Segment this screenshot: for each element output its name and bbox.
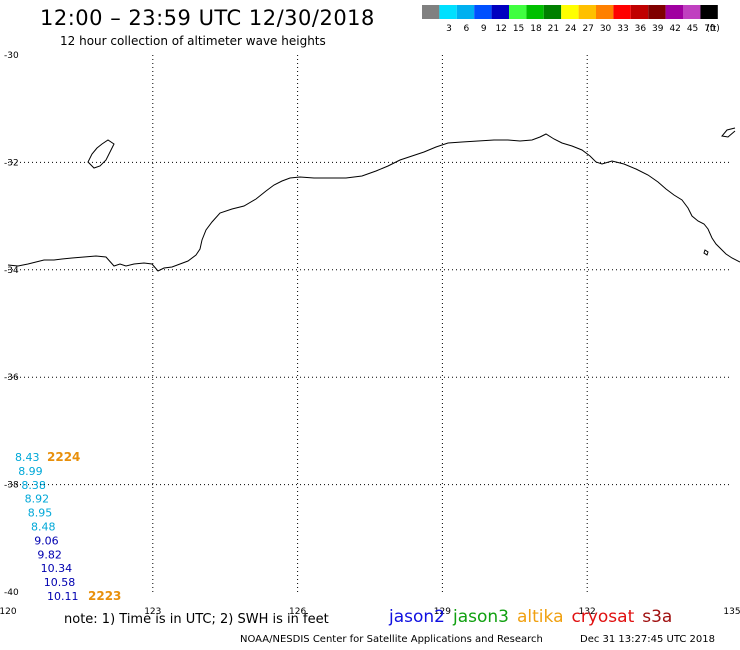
colorbar-label: 27 [582,24,593,34]
colorbar-label: 39 [652,24,664,34]
lat-tick-label: -36 [4,373,19,383]
colorbar-swatch [543,5,562,19]
footnote: note: 1) Time is in UTC; 2) SWH is in fe… [64,612,329,627]
wave-height-label: 9.06 [34,534,59,547]
wave-observations: 8.438.998.388.928.958.489.069.8210.3410.… [15,451,79,603]
colorbar-label: 42 [669,24,680,34]
legend-jason3: jason3 [453,607,509,627]
colorbar-label: 24 [565,24,577,34]
lon-tick-label: 120 [0,607,17,617]
lat-tick-label: -30 [4,51,19,61]
map-title: 12:00 – 23:59 UTC 12/30/2018 [40,6,375,30]
small-island [703,249,709,256]
legend-jason2: jason2 [389,607,445,627]
colorbar-unit: (ft) [706,24,720,34]
colorbar-swatch [491,5,509,19]
lat-tick-label: -40 [4,588,19,598]
grid-lines [8,55,732,592]
colorbar-swatch [474,5,492,19]
colorbar-label: 6 [464,24,470,34]
colorbar-swatch [509,5,527,19]
lat-tick-label: -32 [4,158,19,168]
colorbar-label: 12 [495,24,506,34]
colorbar-swatch [526,5,544,19]
map-subtitle: 12 hour collection of altimeter wave hei… [60,34,326,48]
lon-tick-label: 132 [579,607,596,617]
colorbar-swatch [456,5,475,19]
wave-height-label: 8.95 [28,507,53,520]
colorbar-label: 21 [548,24,559,34]
pass-end-label: 2223 [88,589,121,603]
legend-s3a: s3a [642,607,673,627]
colorbar-swatch [439,5,457,19]
colorbar-swatch [613,5,631,19]
colorbar-swatch [648,5,666,19]
colorbar-label: 30 [600,24,612,34]
wave-height-label: 8.48 [31,521,56,534]
lon-tick-label: 126 [289,607,306,617]
coastline [7,127,740,272]
wave-height-label: 10.34 [41,562,73,575]
colorbar-label: 15 [513,24,524,34]
lat-tick-label: -34 [4,266,19,276]
recherche-island [87,139,115,169]
colorbar-swatch [422,5,440,19]
legend-cryosat: cryosat [571,607,635,627]
colorbar-swatch [665,5,683,19]
colorbar-label: 9 [481,24,487,34]
axis-ticks: 120 123 126 129 132 135 -30 -32 -34 -36 -38 -40 [0,51,740,617]
colorbar-label: 33 [617,24,628,34]
wave-height-label: 8.99 [18,465,43,478]
colorbar-swatch [683,5,701,19]
colorbar-label: 45 [687,24,698,34]
wave-height-label: 9.82 [37,548,62,561]
wave-height-label: 8.92 [25,493,49,506]
lon-tick-label: 135 [723,607,740,617]
colorbar-swatch [561,5,579,19]
pass-start-label: 2224 [47,450,80,464]
coastline-island [721,127,736,138]
colorbar-label: 70 [704,24,716,34]
colorbar-label: 36 [635,24,647,34]
credit-line: NOAA/NESDIS Center for Satellite Applica… [240,634,543,645]
lon-tick-label: 129 [434,607,451,617]
colorbar-swatch [700,5,718,19]
generated-timestamp: Dec 31 13:27:45 UTC 2018 [580,634,715,645]
wave-height-label: 8.38 [21,479,46,492]
colorbar: 3 6 9 12 15 18 21 24 27 30 33 36 39 42 45 70(ft) [422,5,720,34]
colorbar-label: 18 [530,24,542,34]
satellite-legend: jason2 jason3 altika cryosat s3a [389,607,680,627]
colorbar-swatch [578,5,596,19]
wave-height-label: 8.43 [15,451,40,464]
lon-tick-label: 123 [144,607,161,617]
legend-altika: altika [517,607,564,627]
colorbar-label: 3 [446,24,452,34]
colorbar-swatch [630,5,649,19]
coastline-south-australia [7,133,740,272]
lat-tick-label: -38 [4,481,19,491]
wave-height-label: 10.58 [44,576,76,589]
wave-height-label: 10.11 [47,590,79,603]
colorbar-swatch [596,5,614,19]
